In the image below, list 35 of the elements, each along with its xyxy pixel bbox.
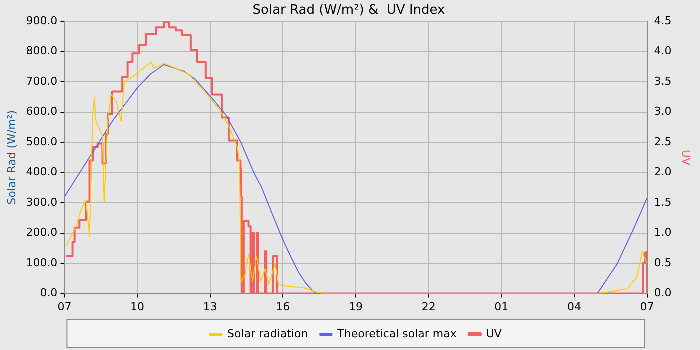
y-tick-label: 100.0	[26, 256, 58, 270]
x-tick-label: 19	[349, 300, 363, 314]
x-tick-label: 04	[567, 300, 582, 314]
y2-tick-label: 1.0	[654, 226, 672, 240]
x-tick-label: 16	[276, 300, 290, 314]
x-tick-label: 13	[203, 300, 218, 314]
y2-tick-label: 0.5	[654, 256, 672, 270]
y-tick-label: 300.0	[26, 196, 58, 209]
y2-tick-label: 1.5	[654, 196, 672, 209]
y-tick-label: 800.0	[26, 44, 58, 58]
y-axis-title: Solar Rad (W/m²)	[5, 110, 18, 205]
legend-label: Theoretical solar max	[336, 327, 458, 340]
x-tick-label: 07	[640, 300, 654, 314]
y-tick-label: 600.0	[26, 105, 58, 118]
y-tick-label: 400.0	[26, 166, 58, 179]
y-tick-label: 0.0	[40, 286, 58, 300]
y2-axis-title: UV	[680, 150, 693, 166]
y2-tick-label: 2.5	[654, 135, 672, 148]
x-tick-label: 07	[58, 300, 72, 314]
y-tick-label: 500.0	[26, 135, 58, 148]
legend-label: Solar radiation	[228, 327, 308, 340]
x-tick-label: 01	[494, 300, 509, 314]
chart-title: Solar Rad (W/m²) & UV Index	[252, 3, 446, 18]
y-tick-label: 900.0	[26, 14, 58, 28]
legend-label: UV	[486, 327, 502, 340]
y2-tick-label: 2.0	[654, 166, 672, 179]
y2-tick-label: 4.5	[654, 14, 672, 28]
x-tick-label: 10	[130, 300, 145, 314]
y2-tick-label: 0.0	[654, 286, 672, 300]
y2-tick-label: 3.5	[654, 74, 672, 88]
x-tick-label: 22	[422, 300, 436, 314]
y2-tick-label: 4.0	[654, 44, 672, 58]
y-tick-label: 700.0	[26, 74, 58, 88]
y2-tick-label: 3.0	[654, 105, 672, 118]
y-tick-label: 200.0	[26, 226, 58, 240]
